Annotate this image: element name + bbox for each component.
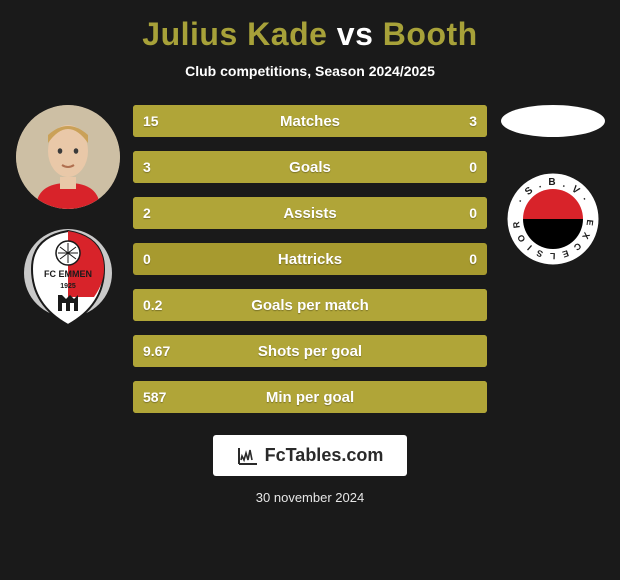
comparison-card: Julius Kade vs Booth Club competitions, …: [0, 0, 620, 580]
svg-text:FC EMMEN: FC EMMEN: [44, 269, 92, 279]
svg-text:1925: 1925: [60, 283, 76, 290]
player2-avatar-placeholder: [501, 105, 605, 137]
chart-icon: [237, 446, 259, 466]
player2-name: Booth: [383, 16, 478, 52]
stat-row: 0.2Goals per match: [133, 289, 487, 321]
stat-row: 587Min per goal: [133, 381, 487, 413]
stat-row: 30Goals: [133, 151, 487, 183]
stat-row: 00Hattricks: [133, 243, 487, 275]
subtitle: Club competitions, Season 2024/2025: [10, 63, 610, 79]
player1-club-badge: FC EMMEN 1925: [20, 225, 116, 333]
player1-column: FC EMMEN 1925: [10, 105, 125, 333]
player1-avatar: [16, 105, 120, 209]
page-title: Julius Kade vs Booth: [10, 16, 610, 53]
stat-label: Assists: [133, 197, 487, 229]
player1-name: Julius Kade: [142, 16, 327, 52]
main-row: FC EMMEN 1925 153Matches 30Goals 20Assists…: [10, 105, 610, 413]
stat-label: Shots per goal: [133, 335, 487, 367]
brand-badge[interactable]: FcTables.com: [213, 435, 408, 476]
stat-label: Min per goal: [133, 381, 487, 413]
stat-row: 153Matches: [133, 105, 487, 137]
footer: FcTables.com 30 november 2024: [10, 435, 610, 505]
brand-text: FcTables.com: [265, 445, 384, 466]
stat-label: Goals per match: [133, 289, 487, 321]
player2-club-badge: · S . B . V · E X C E L S I O R: [503, 169, 603, 269]
vs-word: vs: [337, 16, 374, 52]
stat-bars: 153Matches 30Goals 20Assists 00Hattricks 0.2…: [125, 105, 495, 413]
stat-row: 9.67Shots per goal: [133, 335, 487, 367]
stat-label: Hattricks: [133, 243, 487, 275]
player2-column: · S . B . V · E X C E L S I O R: [495, 105, 610, 269]
stat-label: Matches: [133, 105, 487, 137]
date-text: 30 november 2024: [256, 490, 364, 505]
stat-row: 20Assists: [133, 197, 487, 229]
stat-label: Goals: [133, 151, 487, 183]
